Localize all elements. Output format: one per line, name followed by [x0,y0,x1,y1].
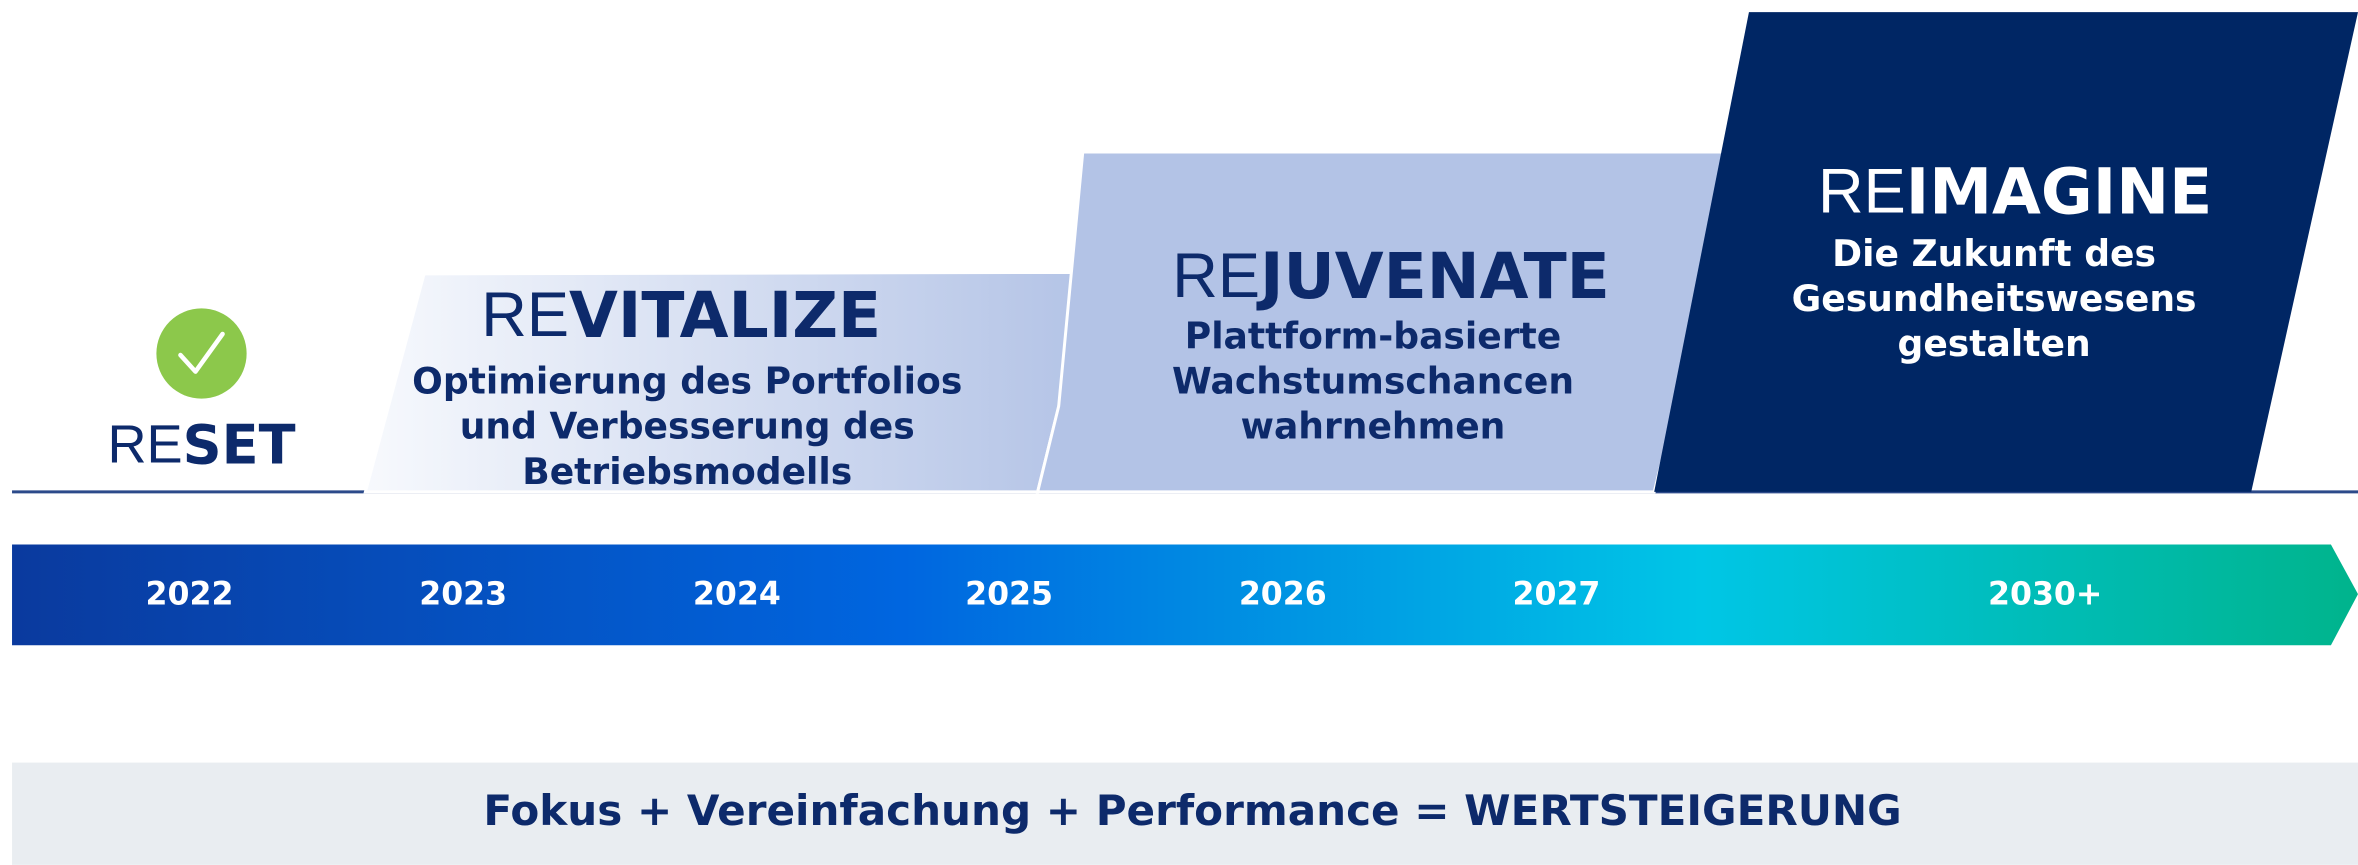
title-name: VITALIZE [569,278,881,352]
tagline-band: Fokus + Vereinfachung + Performance = WE… [12,762,2358,865]
title-prefix: RE [481,280,569,350]
title-name: IMAGINE [1906,154,2213,228]
check-mark [178,331,225,374]
phase-desc: Die Zukunft des [1832,233,2156,275]
phase-desc: und Verbesserung des [460,406,915,448]
year-label: 2026 [1239,577,1327,613]
phase-desc: Gesundheitswesens [1792,278,2197,320]
phase-reset: RESET [107,308,296,476]
phase-shape [1035,150,1741,494]
phase-shape [1654,12,2358,492]
tagline: Fokus + Vereinfachung + Performance = WE… [483,786,1901,835]
title-prefix: RE [107,415,182,475]
title-prefix: RE [1172,241,1260,311]
check-circle [156,308,247,399]
year-label: 2023 [419,577,507,613]
phase-desc: Wachstumschancen [1172,361,1574,403]
year-label: 2022 [146,577,234,613]
phase-desc: wahrnehmen [1241,406,1506,448]
phase-rejuvenate: REJUVENATE Plattform-basierte Wachstumsc… [1035,150,1741,494]
phase-title: REVITALIZE [481,278,881,352]
phase-desc: gestalten [1898,323,2091,365]
title-prefix: RE [1818,156,1906,226]
phase-reimagine: REIMAGINE Die Zukunft des Gesundheitswes… [1654,12,2358,492]
year-label: 2025 [965,577,1053,613]
title-name: SET [183,413,296,476]
tagline-background [12,762,2358,865]
phase-title: REJUVENATE [1172,238,1610,312]
year-label: 2027 [1513,577,1601,613]
year-label: 2024 [693,577,781,613]
phase-title: RESET [107,413,295,476]
title-name: JUVENATE [1256,238,1610,312]
phase-revitalize: REVITALIZE Optimierung des Portfolios un… [363,270,1094,494]
timeline-arrow [12,544,2358,646]
phase-desc: Plattform-basierte [1185,316,1561,358]
phase-title: REIMAGINE [1818,154,2212,228]
phase-desc: Betriebsmodells [522,451,852,493]
timeline: 2022 2023 2024 2025 2026 2027 2030+ [12,544,2358,646]
year-label: 2030+ [1988,577,2102,613]
phase-desc: Optimierung des Portfolios [412,361,962,403]
